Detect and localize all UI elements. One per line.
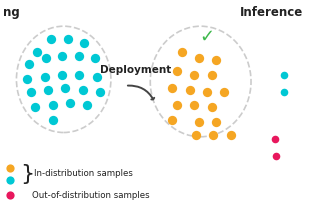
Point (192, 73, 197, 77)
Point (174, 103, 180, 107)
Point (170, 118, 175, 122)
Point (228, 133, 233, 136)
Point (25, 78, 30, 81)
Point (211, 133, 216, 136)
Point (8, 166, 13, 169)
Point (214, 58, 219, 62)
Point (8, 179, 13, 182)
Point (8, 193, 13, 197)
Point (85, 103, 90, 107)
Point (282, 90, 287, 94)
Point (50, 118, 55, 122)
Point (60, 73, 65, 77)
Text: }: } (20, 164, 34, 184)
Text: ng: ng (3, 6, 20, 19)
Point (209, 105, 214, 109)
Point (45, 88, 51, 92)
Point (193, 133, 198, 136)
Point (77, 73, 82, 77)
Text: Inference: Inference (240, 6, 303, 19)
Point (63, 86, 68, 90)
Point (42, 76, 47, 79)
Point (94, 76, 99, 79)
Text: Deployment: Deployment (100, 65, 172, 75)
Point (192, 103, 197, 107)
Point (196, 56, 202, 60)
Point (272, 137, 277, 141)
Point (77, 54, 82, 58)
Point (66, 37, 71, 41)
Text: In-distribution samples: In-distribution samples (34, 169, 132, 178)
Point (187, 88, 192, 92)
Point (204, 90, 210, 94)
Point (214, 120, 219, 124)
Point (170, 86, 175, 90)
Point (50, 103, 55, 107)
Point (49, 37, 54, 41)
Point (196, 120, 202, 124)
Point (92, 56, 98, 60)
Point (60, 54, 65, 58)
Point (68, 101, 73, 104)
Point (82, 42, 87, 45)
Point (274, 154, 279, 158)
Point (97, 90, 102, 94)
Point (222, 90, 227, 94)
Point (34, 50, 39, 54)
Point (174, 69, 180, 73)
Point (28, 90, 33, 94)
Point (209, 73, 214, 77)
Point (80, 88, 85, 92)
Point (27, 63, 32, 66)
Text: Out-of-distribution samples: Out-of-distribution samples (32, 191, 150, 200)
Point (44, 56, 49, 60)
Point (179, 50, 184, 54)
Point (33, 105, 38, 109)
Point (282, 73, 287, 77)
Text: ✓: ✓ (199, 28, 214, 46)
